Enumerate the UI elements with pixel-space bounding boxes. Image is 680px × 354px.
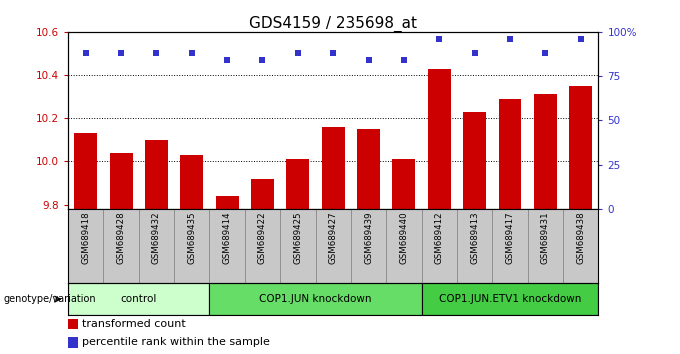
Point <box>434 36 445 42</box>
Text: GSM689425: GSM689425 <box>293 212 303 264</box>
Point <box>363 57 374 63</box>
Bar <box>286 159 309 209</box>
Text: percentile rank within the sample: percentile rank within the sample <box>82 337 270 347</box>
Bar <box>251 179 274 209</box>
Bar <box>68 319 78 329</box>
Text: transformed count: transformed count <box>82 319 186 329</box>
Text: GSM689432: GSM689432 <box>152 212 161 264</box>
Bar <box>569 86 592 209</box>
Bar <box>180 155 203 209</box>
Point <box>575 36 586 42</box>
Point <box>80 50 91 56</box>
Text: GSM689412: GSM689412 <box>435 212 444 264</box>
Bar <box>68 283 209 315</box>
Bar <box>463 112 486 209</box>
Text: COP1.JUN knockdown: COP1.JUN knockdown <box>259 294 372 304</box>
Bar <box>209 283 422 315</box>
Bar <box>422 283 598 315</box>
Text: genotype/variation: genotype/variation <box>3 294 96 304</box>
Text: GSM689427: GSM689427 <box>328 212 338 264</box>
Text: GSM689440: GSM689440 <box>399 212 409 264</box>
Bar <box>216 196 239 209</box>
Bar <box>357 129 380 209</box>
Text: GSM689418: GSM689418 <box>81 212 90 264</box>
Title: GDS4159 / 235698_at: GDS4159 / 235698_at <box>249 16 418 32</box>
Text: GSM689413: GSM689413 <box>470 212 479 264</box>
Text: GSM689417: GSM689417 <box>505 212 515 264</box>
Bar <box>392 159 415 209</box>
Point <box>540 50 551 56</box>
Bar <box>145 140 168 209</box>
Point <box>398 57 409 63</box>
Bar <box>74 133 97 209</box>
Point <box>116 50 126 56</box>
Bar <box>322 127 345 209</box>
Point <box>222 57 233 63</box>
Text: GSM689414: GSM689414 <box>222 212 232 264</box>
Point <box>469 50 480 56</box>
Point <box>186 50 197 56</box>
Point <box>292 50 303 56</box>
Text: GSM689439: GSM689439 <box>364 212 373 264</box>
Point <box>151 50 162 56</box>
Bar <box>534 95 557 209</box>
Text: GSM689428: GSM689428 <box>116 212 126 264</box>
Text: GSM689438: GSM689438 <box>576 212 585 264</box>
Point <box>505 36 515 42</box>
Text: GSM689435: GSM689435 <box>187 212 197 264</box>
Bar <box>498 99 522 209</box>
Text: control: control <box>120 294 157 304</box>
Bar <box>109 153 133 209</box>
Point <box>328 50 339 56</box>
Text: GSM689431: GSM689431 <box>541 212 550 264</box>
Bar <box>68 337 78 348</box>
Text: GSM689422: GSM689422 <box>258 212 267 264</box>
Bar <box>428 69 451 209</box>
Text: COP1.JUN.ETV1 knockdown: COP1.JUN.ETV1 knockdown <box>439 294 581 304</box>
Point <box>257 57 268 63</box>
